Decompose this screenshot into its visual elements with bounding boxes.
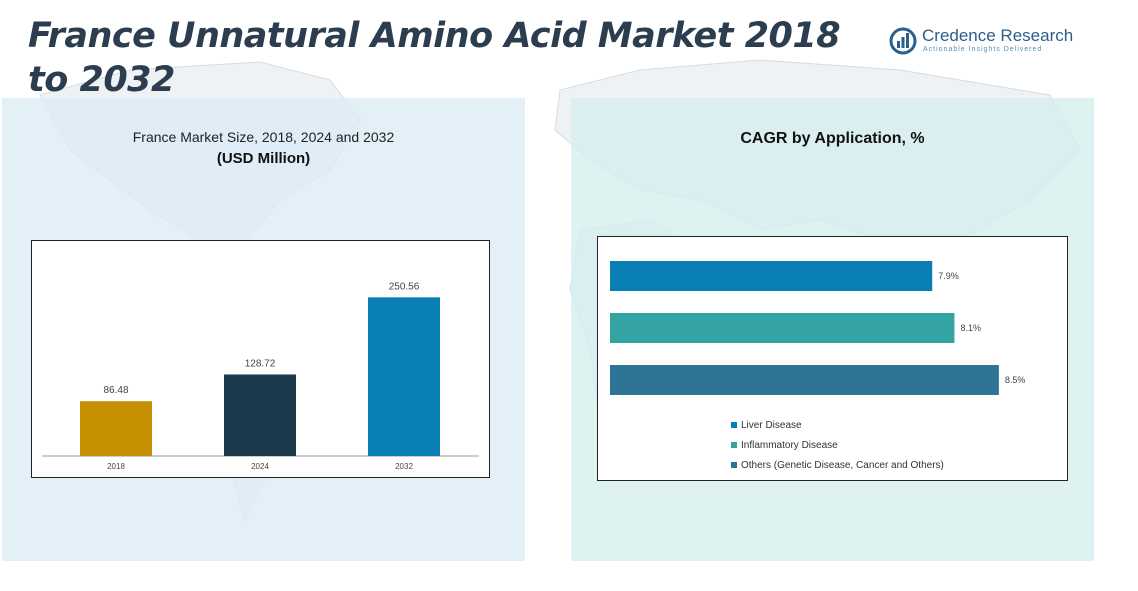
bar-2024 [224,374,296,456]
logo-tagline: Actionable Insights Delivered [923,46,1043,53]
cagr-bar-1 [610,313,955,343]
market-size-title: France Market Size, 2018, 2024 and 2032 [132,129,395,145]
cagr-chart-frame: 7.9% 8.1% 8.5% Liver Disease Inflammatory … [597,236,1068,481]
tick-label-2024: 2024 [251,462,269,471]
legend-item-inflammatory-disease: Inflammatory Disease [731,435,944,455]
legend-item-liver-disease: Liver Disease [731,415,944,435]
bar-2018 [80,401,152,456]
market-size-unit: (USD Million) [216,150,311,167]
logo-name: Credence Research [922,26,1074,45]
tick-label-2032: 2032 [395,462,413,471]
cagr-data-label-1: 8.1% [960,323,981,333]
tick-label-2018: 2018 [107,462,125,471]
cagr-legend: Liver Disease Inflammatory Disease Other… [731,415,944,475]
legend-swatch-liver [731,422,737,428]
legend-swatch-others [731,462,737,468]
cagr-bar-chart: 7.9% 8.1% 8.5% [610,261,1026,395]
data-label-2032: 250.56 [389,281,420,292]
page-title: France Unnatural Amino Acid Market 2018 … [28,16,841,100]
market-size-bar-chart: 86.48 2018 128.72 2024 250.56 2032 [42,281,479,471]
cagr-panel: CAGR by Application, % 7.9% 8.1% 8.5% Live… [571,98,1094,561]
bar-2032 [368,297,440,456]
legend-label-liver: Liver Disease [741,419,802,431]
cagr-data-label-2: 8.5% [1005,375,1026,385]
cagr-title: CAGR by Application, % [740,130,925,147]
logo-icon [889,27,917,55]
cagr-bar-0 [610,261,933,291]
legend-item-others: Others (Genetic Disease, Cancer and Othe… [731,455,944,475]
market-size-chart-frame: 86.48 2018 128.72 2024 250.56 2032 [31,240,490,478]
legend-swatch-inflammatory [731,442,737,448]
market-size-panel: France Market Size, 2018, 2024 and 2032 … [2,98,525,561]
legend-label-others: Others (Genetic Disease, Cancer and Othe… [741,459,944,471]
data-label-2024: 128.72 [245,358,276,369]
credence-research-logo: Credence Research Actionable Insights De… [888,24,1078,60]
data-label-2018: 86.48 [103,385,128,396]
legend-label-inflammatory: Inflammatory Disease [741,439,838,451]
cagr-data-label-0: 7.9% [938,271,959,281]
cagr-bar-2 [610,365,999,395]
